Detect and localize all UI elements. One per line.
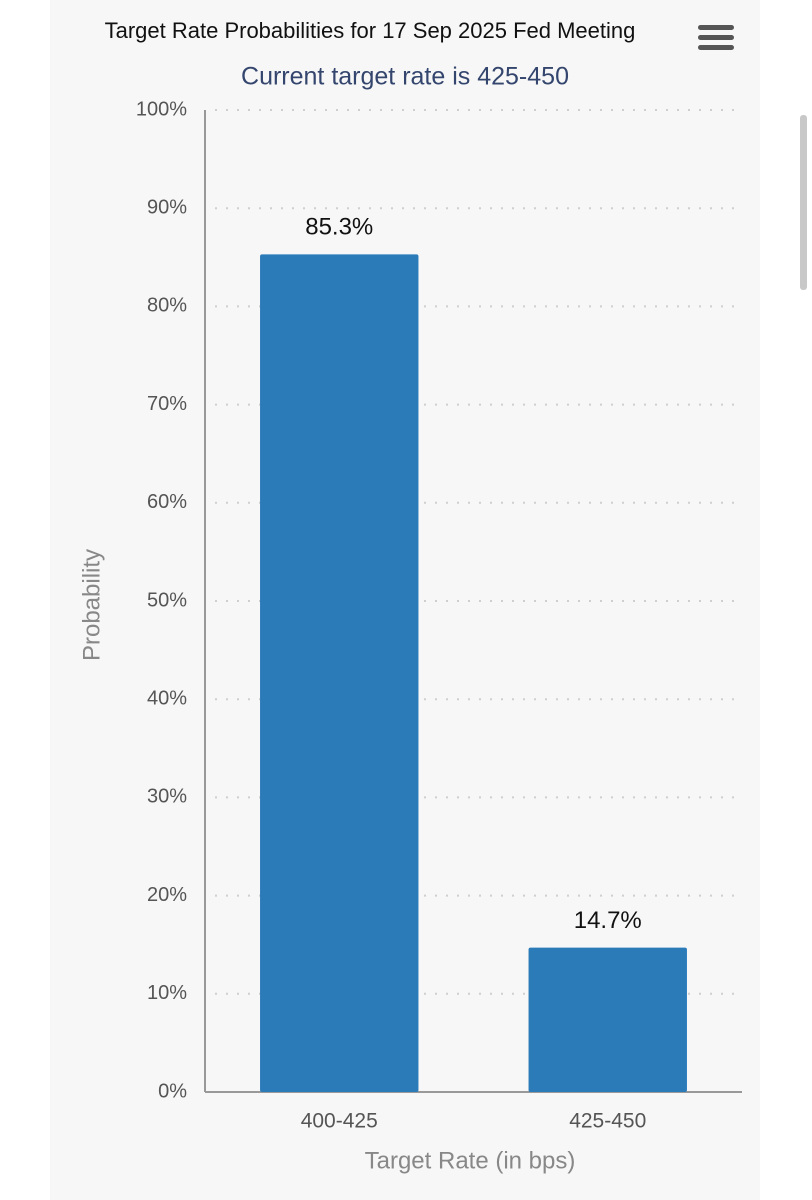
chart-subtitle: Current target rate is 425-450 [241, 63, 569, 91]
x-tick-label: 400-425 [301, 1110, 378, 1133]
data-label: 14.7% [574, 907, 642, 934]
menu-bar[interactable] [698, 25, 734, 30]
y-axis-title: Probability [78, 549, 105, 661]
menu-bar[interactable] [698, 45, 734, 50]
x-tick-label: 425-450 [569, 1110, 646, 1133]
data-label: 85.3% [305, 214, 373, 241]
y-tick-label: 60% [147, 491, 187, 513]
y-tick-label: 10% [147, 982, 187, 1004]
y-tick-label: 20% [147, 884, 187, 906]
y-tick-label: 40% [147, 687, 187, 709]
bar [528, 947, 687, 1092]
menu-bar[interactable] [698, 35, 734, 40]
menu-button[interactable] [698, 25, 734, 50]
x-axis-title: Target Rate (in bps) [365, 1147, 576, 1174]
y-tick-label: 80% [147, 295, 187, 317]
y-tick-label: 100% [136, 98, 187, 120]
bar [260, 254, 419, 1092]
y-tick-label: 30% [147, 786, 187, 808]
y-tick-label: 50% [147, 589, 187, 611]
y-tick-label: 0% [158, 1080, 187, 1102]
y-tick-label: 70% [147, 393, 187, 415]
y-tick-label: 90% [147, 196, 187, 218]
chart-title: Target Rate Probabilities for 17 Sep 202… [105, 18, 636, 43]
scrollbar [800, 115, 807, 290]
